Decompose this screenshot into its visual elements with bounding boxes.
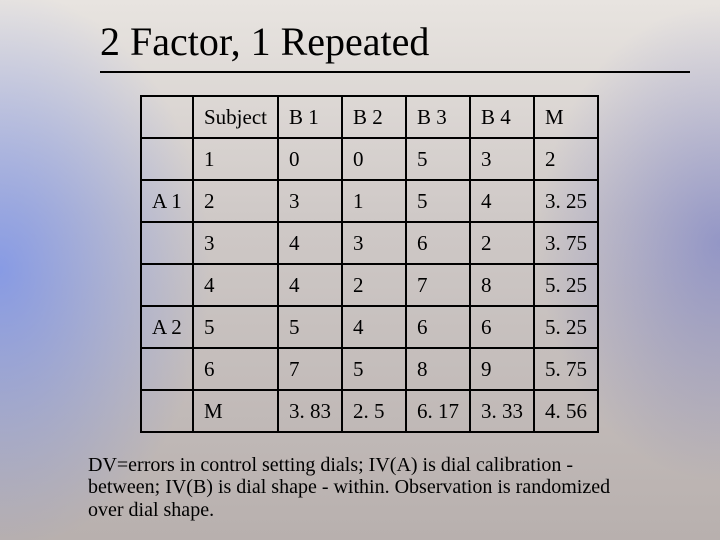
cell: 3: [193, 222, 278, 264]
title-underline: [100, 71, 690, 73]
cell: 1: [342, 180, 406, 222]
cell: 4: [278, 222, 342, 264]
cell: 4: [470, 180, 534, 222]
cell: 4: [342, 306, 406, 348]
cell: 3. 33: [470, 390, 534, 432]
table-row: M 3. 83 2. 5 6. 17 3. 33 4. 56: [141, 390, 598, 432]
slide-title: 2 Factor, 1 Repeated: [100, 18, 672, 65]
cell: 5. 25: [534, 264, 598, 306]
table-row: 1 0 0 5 3 2: [141, 138, 598, 180]
cell: A 2: [141, 306, 193, 348]
cell: Subject: [193, 96, 278, 138]
cell: 5: [406, 138, 470, 180]
cell: [141, 390, 193, 432]
cell: 5. 25: [534, 306, 598, 348]
table-row: A 2 5 5 4 6 6 5. 25: [141, 306, 598, 348]
cell: B 3: [406, 96, 470, 138]
cell: 2: [193, 180, 278, 222]
cell: [141, 138, 193, 180]
cell: 6: [406, 306, 470, 348]
cell: 3: [342, 222, 406, 264]
cell: [141, 96, 193, 138]
cell: 2: [534, 138, 598, 180]
cell: 2: [470, 222, 534, 264]
cell: M: [534, 96, 598, 138]
cell: 6. 17: [406, 390, 470, 432]
cell: 7: [278, 348, 342, 390]
cell: 8: [470, 264, 534, 306]
table-row: A 1 2 3 1 5 4 3. 25: [141, 180, 598, 222]
cell: 4: [193, 264, 278, 306]
cell: 4: [278, 264, 342, 306]
cell: [141, 348, 193, 390]
cell: 3: [278, 180, 342, 222]
cell: [141, 264, 193, 306]
cell: B 2: [342, 96, 406, 138]
cell: 1: [193, 138, 278, 180]
cell: 5: [278, 306, 342, 348]
cell: 6: [193, 348, 278, 390]
caption-text: DV=errors in control setting dials; IV(A…: [88, 454, 648, 521]
cell: 3. 83: [278, 390, 342, 432]
cell: 3. 25: [534, 180, 598, 222]
cell: 5: [342, 348, 406, 390]
table-row: Subject B 1 B 2 B 3 B 4 M: [141, 96, 598, 138]
cell: 8: [406, 348, 470, 390]
cell: 0: [278, 138, 342, 180]
cell: 9: [470, 348, 534, 390]
cell: 2: [342, 264, 406, 306]
cell: M: [193, 390, 278, 432]
table-row: 4 4 2 7 8 5. 25: [141, 264, 598, 306]
cell: 3: [470, 138, 534, 180]
cell: 4. 56: [534, 390, 598, 432]
cell: 3. 75: [534, 222, 598, 264]
cell: 6: [470, 306, 534, 348]
cell: 0: [342, 138, 406, 180]
table-row: 3 4 3 6 2 3. 75: [141, 222, 598, 264]
cell: 5. 75: [534, 348, 598, 390]
cell: 7: [406, 264, 470, 306]
cell: B 1: [278, 96, 342, 138]
data-table: Subject B 1 B 2 B 3 B 4 M 1 0 0 5 3 2 A …: [140, 95, 599, 433]
cell: 6: [406, 222, 470, 264]
cell: 2. 5: [342, 390, 406, 432]
cell: [141, 222, 193, 264]
cell: A 1: [141, 180, 193, 222]
cell: 5: [193, 306, 278, 348]
cell: 5: [406, 180, 470, 222]
table-row: 6 7 5 8 9 5. 75: [141, 348, 598, 390]
cell: B 4: [470, 96, 534, 138]
